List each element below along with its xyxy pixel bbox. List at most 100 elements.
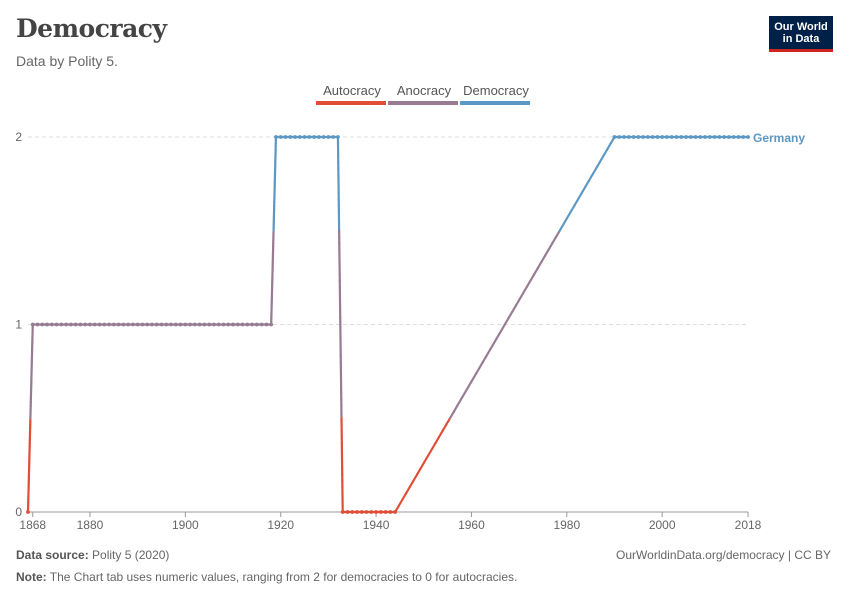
data-point[interactable] [73, 322, 78, 327]
data-point[interactable] [259, 322, 264, 327]
data-point[interactable] [336, 135, 340, 139]
data-point[interactable] [250, 322, 255, 327]
data-point[interactable] [288, 135, 293, 139]
data-point[interactable] [264, 322, 269, 327]
data-point[interactable] [97, 322, 102, 327]
data-point[interactable] [350, 510, 355, 514]
data-point[interactable] [359, 510, 364, 514]
legend-label-democracy[interactable]: Democracy [463, 83, 529, 98]
data-point[interactable] [30, 322, 35, 327]
data-point[interactable] [636, 135, 641, 139]
data-point[interactable] [216, 322, 221, 327]
data-point[interactable] [64, 322, 69, 327]
data-point[interactable] [698, 135, 703, 139]
data-point[interactable] [59, 322, 64, 327]
data-point[interactable] [45, 322, 49, 327]
data-point[interactable] [679, 135, 684, 139]
legend-label-autocracy[interactable]: Autocracy [323, 83, 381, 98]
data-point[interactable] [703, 135, 707, 139]
data-point[interactable] [326, 135, 331, 139]
data-point[interactable] [116, 322, 121, 327]
data-point[interactable] [26, 510, 30, 514]
data-point[interactable] [183, 322, 188, 327]
data-point[interactable] [297, 135, 302, 139]
data-point[interactable] [145, 322, 150, 327]
data-point[interactable] [746, 135, 750, 139]
data-point[interactable] [150, 322, 154, 327]
data-point[interactable] [712, 135, 717, 139]
data-point[interactable] [240, 322, 245, 327]
legend-swatch-anocracy[interactable] [388, 101, 458, 105]
data-point[interactable] [126, 322, 131, 327]
data-point[interactable] [178, 322, 183, 327]
data-point[interactable] [231, 322, 235, 327]
legend-label-anocracy[interactable]: Anocracy [397, 83, 452, 98]
data-source-value[interactable]: Polity 5 (2020) [92, 548, 170, 562]
data-point[interactable] [650, 135, 655, 139]
data-point[interactable] [307, 135, 312, 139]
data-point[interactable] [54, 322, 59, 327]
data-point[interactable] [316, 135, 321, 139]
legend-swatch-autocracy[interactable] [316, 101, 386, 105]
data-point[interactable] [626, 135, 631, 139]
data-point[interactable] [369, 510, 374, 514]
data-point[interactable] [154, 322, 159, 327]
series-label-germany[interactable]: Germany [753, 131, 805, 145]
data-point[interactable] [321, 135, 326, 139]
data-point[interactable] [212, 322, 216, 327]
data-point[interactable] [226, 322, 231, 327]
data-point[interactable] [83, 322, 88, 327]
data-point[interactable] [617, 135, 622, 139]
data-point[interactable] [235, 322, 240, 327]
data-point[interactable] [722, 135, 727, 139]
data-point[interactable] [121, 322, 126, 327]
data-point[interactable] [665, 135, 669, 139]
data-point[interactable] [35, 322, 40, 327]
data-point[interactable] [188, 322, 193, 327]
data-point[interactable] [245, 322, 250, 327]
data-point[interactable] [707, 135, 712, 139]
data-point[interactable] [312, 135, 316, 139]
data-point[interactable] [364, 510, 369, 514]
data-point[interactable] [660, 135, 665, 139]
data-point[interactable] [622, 135, 626, 139]
legend-swatch-democracy[interactable] [460, 101, 530, 105]
data-point[interactable] [688, 135, 693, 139]
data-point[interactable] [202, 322, 207, 327]
data-point[interactable] [331, 135, 336, 139]
data-point[interactable] [383, 510, 388, 514]
data-point[interactable] [388, 510, 393, 514]
data-point[interactable] [283, 135, 288, 139]
data-point[interactable] [674, 135, 679, 139]
data-point[interactable] [135, 322, 140, 327]
owid-logo[interactable]: Our World in Data [769, 16, 833, 52]
data-point[interactable] [393, 510, 398, 514]
data-point[interactable] [69, 322, 73, 327]
data-point[interactable] [111, 322, 116, 327]
data-point[interactable] [164, 322, 169, 327]
data-point[interactable] [741, 135, 746, 139]
data-point[interactable] [131, 322, 135, 327]
data-point[interactable] [102, 322, 107, 327]
data-point[interactable] [641, 135, 645, 139]
data-point[interactable] [49, 322, 54, 327]
data-point[interactable] [345, 510, 350, 514]
data-point[interactable] [140, 322, 145, 327]
data-point[interactable] [278, 135, 283, 139]
data-point[interactable] [192, 322, 197, 327]
data-point[interactable] [645, 135, 650, 139]
data-point[interactable] [197, 322, 202, 327]
data-point[interactable] [78, 322, 83, 327]
data-point[interactable] [717, 135, 722, 139]
data-point[interactable] [302, 135, 307, 139]
data-point[interactable] [293, 135, 297, 139]
data-point[interactable] [169, 322, 173, 327]
data-point[interactable] [374, 510, 378, 514]
data-point[interactable] [207, 322, 212, 327]
data-point[interactable] [88, 322, 92, 327]
data-point[interactable] [612, 135, 617, 139]
data-point[interactable] [731, 135, 736, 139]
data-point[interactable] [269, 322, 274, 327]
source-url[interactable]: OurWorldinData.org/democracy | CC BY [616, 548, 831, 562]
data-point[interactable] [221, 322, 226, 327]
